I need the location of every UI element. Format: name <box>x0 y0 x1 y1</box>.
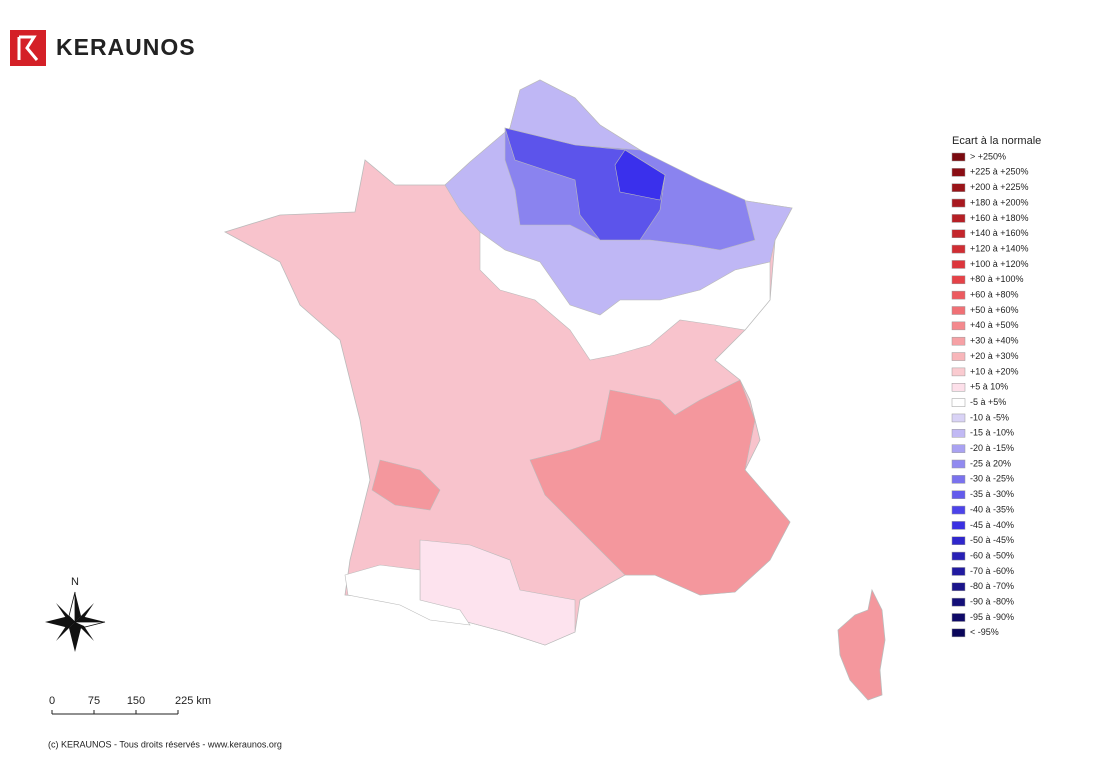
legend-label: +40 à +50% <box>970 320 1019 330</box>
legend-swatch <box>951 567 966 576</box>
scale-label: 0 <box>49 695 55 707</box>
legend-swatch <box>951 367 966 377</box>
legend-label: -35 à -30% <box>970 489 1014 499</box>
legend-label: +60 à +80% <box>970 290 1019 300</box>
legend-swatch <box>951 321 966 331</box>
legend-swatch <box>951 352 966 361</box>
legend-label: -70 à -60% <box>970 566 1014 576</box>
compass: N <box>45 576 106 652</box>
legend-swatch <box>951 244 966 254</box>
legend-label: +225 à +250% <box>970 167 1029 177</box>
legend-swatch <box>951 183 966 192</box>
compass-label: N <box>71 576 79 588</box>
legend-swatch <box>951 383 966 392</box>
legend-swatch <box>951 490 966 499</box>
logo-mark <box>17 35 39 61</box>
legend-label: +30 à +40% <box>970 336 1019 346</box>
legend-swatch <box>951 521 966 530</box>
legend-label: -80 à -70% <box>970 581 1014 591</box>
legend-label: -20 à -15% <box>970 443 1014 453</box>
legend-swatch <box>951 336 966 346</box>
legend-swatch <box>951 198 966 208</box>
scale-label: 225 km <box>175 695 211 707</box>
footer: (c) KERAUNOS - Tous droits réservés - ww… <box>48 739 282 749</box>
legend-label: -90 à -80% <box>970 597 1014 607</box>
legend-label: -5 à +5% <box>970 397 1006 407</box>
legend-swatch <box>951 551 966 561</box>
legend-label: -15 à -10% <box>970 428 1014 438</box>
legend-label: -30 à -25% <box>970 474 1014 484</box>
legend-swatch <box>951 444 966 453</box>
legend-label: +50 à +60% <box>970 305 1019 315</box>
legend-label: -10 à -5% <box>970 412 1009 422</box>
legend-label: +80 à +100% <box>970 274 1024 284</box>
legend-swatch <box>951 505 966 515</box>
legend-swatch <box>951 306 966 315</box>
legend-label: +20 à +30% <box>970 351 1019 361</box>
legend-swatch <box>951 275 966 285</box>
legend-label: +120 à +140% <box>970 243 1029 253</box>
legend-label: +200 à +225% <box>970 182 1029 192</box>
legend-label: -95 à -90% <box>970 612 1014 622</box>
legend-swatch <box>951 214 966 223</box>
scale-bar <box>51 710 179 715</box>
legend-swatch <box>951 613 966 622</box>
legend-swatch <box>951 413 966 423</box>
legend-swatch <box>951 597 966 607</box>
legend-label: -25 à 20% <box>970 458 1011 468</box>
legend-label: +160 à +180% <box>970 213 1029 223</box>
region-neutral-sw <box>344 564 471 626</box>
legend-swatch <box>951 536 966 545</box>
legend-label: +180 à +200% <box>970 197 1029 207</box>
scale-label: 75 <box>88 695 100 707</box>
legend-swatch <box>951 459 966 469</box>
legend: Ecart à la normale > +250% +225 à +250% +2… <box>951 135 1041 638</box>
legend-swatch <box>951 229 966 238</box>
logo-text: KERAUNOS <box>56 34 196 60</box>
legend-title: Ecart à la normale <box>952 135 1041 147</box>
legend-label: +10 à +20% <box>970 366 1019 376</box>
legend-swatch <box>951 429 966 438</box>
legend-label: < -95% <box>970 627 999 637</box>
legend-label: > +250% <box>970 151 1006 161</box>
legend-swatch <box>951 475 966 484</box>
legend-swatch <box>951 152 966 162</box>
legend-swatch <box>951 168 966 177</box>
region-pink-gironde <box>371 459 441 511</box>
legend-label: -45 à -40% <box>970 520 1014 530</box>
legend-label: -50 à -45% <box>970 535 1014 545</box>
legend-swatch <box>951 290 966 300</box>
legend-label: +5 à 10% <box>970 382 1008 392</box>
legend-swatch <box>951 628 966 638</box>
legend-label: +140 à +160% <box>970 228 1029 238</box>
region-deep-blue <box>614 149 666 201</box>
legend-label: +100 à +120% <box>970 259 1029 269</box>
legend-swatch <box>951 260 966 269</box>
region-pink-strong <box>529 379 791 596</box>
scale-label: 150 <box>127 695 145 707</box>
legend-label: -40 à -35% <box>970 504 1014 514</box>
legend-swatch <box>951 398 966 407</box>
legend-swatch <box>951 582 966 592</box>
corsica <box>837 588 886 701</box>
legend-label: -60 à -50% <box>970 550 1014 560</box>
region-neutral <box>479 231 771 361</box>
